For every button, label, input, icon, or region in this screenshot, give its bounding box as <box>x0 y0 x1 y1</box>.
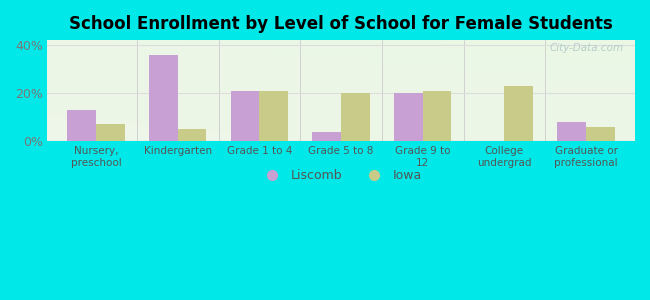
Bar <box>422 91 451 141</box>
Legend: Liscomb, Iowa: Liscomb, Iowa <box>255 164 427 188</box>
Bar <box>558 122 586 141</box>
Bar <box>68 110 96 141</box>
Title: School Enrollment by Level of School for Female Students: School Enrollment by Level of School for… <box>69 15 613 33</box>
Bar <box>96 124 125 141</box>
Bar <box>586 127 615 141</box>
Bar <box>231 91 259 141</box>
Bar <box>341 93 370 141</box>
Bar <box>259 91 288 141</box>
Bar <box>394 93 422 141</box>
Bar <box>504 86 533 141</box>
Bar <box>177 129 206 141</box>
Bar <box>149 55 177 141</box>
Text: City-Data.com: City-Data.com <box>549 43 623 53</box>
Bar <box>313 131 341 141</box>
